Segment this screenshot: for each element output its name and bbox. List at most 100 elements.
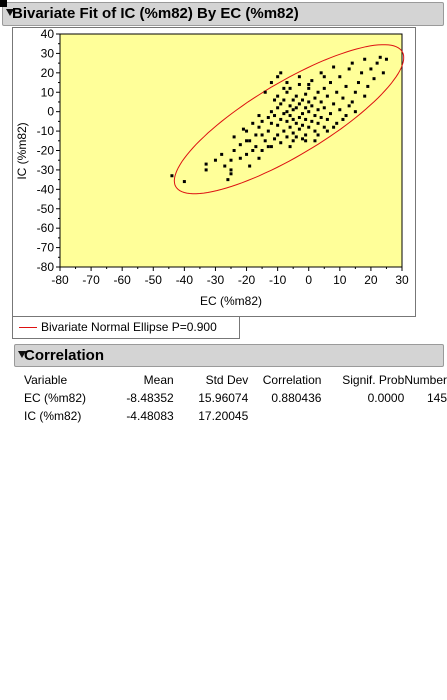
data-point bbox=[381, 71, 385, 75]
cell-correlation: 0.880436 bbox=[271, 391, 322, 405]
data-point bbox=[307, 110, 311, 114]
data-point bbox=[341, 96, 345, 100]
data-point bbox=[276, 75, 280, 79]
cell-number bbox=[404, 407, 447, 425]
data-point bbox=[363, 57, 367, 61]
data-point bbox=[313, 129, 317, 133]
data-point bbox=[294, 121, 298, 125]
y-tick-label: 30 bbox=[41, 46, 55, 60]
legend-label[interactable]: Bivariate Normal Ellipse P=0.900 bbox=[41, 320, 217, 334]
data-point bbox=[301, 123, 305, 127]
cell-signif-prob bbox=[321, 407, 404, 425]
data-point bbox=[288, 86, 292, 90]
data-point bbox=[285, 119, 289, 123]
data-point bbox=[220, 152, 224, 156]
data-point bbox=[319, 100, 323, 104]
data-point bbox=[291, 131, 295, 135]
data-point bbox=[301, 112, 305, 116]
data-point bbox=[325, 94, 329, 98]
x-tick-label: -80 bbox=[51, 273, 69, 287]
data-point bbox=[325, 117, 329, 121]
data-point bbox=[378, 55, 382, 59]
data-point bbox=[241, 127, 245, 131]
y-tick-label: -80 bbox=[37, 260, 55, 274]
col-mean: Mean bbox=[143, 373, 174, 387]
data-point bbox=[384, 57, 388, 61]
plot-area[interactable] bbox=[59, 33, 403, 268]
data-point bbox=[266, 115, 270, 119]
data-point bbox=[347, 104, 351, 108]
data-point bbox=[338, 108, 342, 112]
point-label: IL4-4 bbox=[0, 0, 28, 3]
correlation-table: Variable Mean Std Dev Correlation Signif… bbox=[24, 371, 447, 425]
y-tick-label: 10 bbox=[41, 85, 55, 99]
data-point bbox=[344, 114, 348, 118]
data-point bbox=[347, 67, 351, 71]
disclosure-triangle-icon[interactable] bbox=[18, 351, 26, 358]
data-point bbox=[276, 123, 280, 127]
data-point bbox=[232, 135, 236, 139]
data-point bbox=[332, 102, 336, 106]
correlation-header[interactable]: Correlation bbox=[14, 344, 444, 367]
y-tick-label: -10 bbox=[37, 124, 55, 138]
point-label: IL12-2 bbox=[0, 0, 34, 3]
data-point bbox=[282, 86, 286, 90]
data-point bbox=[369, 67, 373, 71]
data-point bbox=[307, 100, 311, 104]
data-point bbox=[294, 94, 298, 98]
data-point bbox=[310, 79, 314, 83]
data-point bbox=[322, 106, 326, 110]
data-point bbox=[276, 106, 280, 110]
data-point bbox=[282, 129, 286, 133]
bivariate-ellipse bbox=[173, 44, 405, 195]
data-point bbox=[263, 139, 267, 143]
data-point bbox=[285, 135, 289, 139]
data-point bbox=[350, 61, 354, 65]
data-point bbox=[375, 61, 379, 65]
labeled-data-point bbox=[0, 0, 3, 3]
data-point bbox=[226, 178, 230, 182]
disclosure-triangle-icon[interactable] bbox=[6, 9, 14, 16]
data-point bbox=[288, 114, 292, 118]
data-point bbox=[269, 110, 273, 114]
y-tick-label: 40 bbox=[41, 27, 55, 41]
point-label: ILH6-3 bbox=[0, 0, 36, 3]
col-number: Number bbox=[404, 373, 447, 387]
data-point bbox=[328, 81, 332, 85]
data-point bbox=[182, 180, 186, 184]
data-point bbox=[344, 84, 348, 88]
data-point bbox=[229, 168, 233, 172]
bivariate-fit-header[interactable]: Bivariate Fit of IC (%m82) By EC (%m82) bbox=[2, 2, 444, 26]
data-point bbox=[297, 102, 301, 106]
data-point bbox=[269, 145, 273, 149]
data-point bbox=[223, 164, 227, 168]
cell-variable: EC (%m82) bbox=[24, 391, 87, 405]
data-point bbox=[307, 125, 311, 129]
data-point bbox=[316, 90, 320, 94]
data-point bbox=[248, 164, 252, 168]
data-point bbox=[360, 71, 364, 75]
data-point bbox=[363, 94, 367, 98]
table-header-row: Variable Mean Std Dev Correlation Signif… bbox=[24, 371, 447, 389]
x-tick-label: -70 bbox=[82, 273, 100, 287]
data-point bbox=[288, 104, 292, 108]
data-point bbox=[332, 65, 336, 69]
data-point bbox=[316, 133, 320, 137]
data-point bbox=[353, 90, 357, 94]
data-point bbox=[307, 82, 311, 86]
data-point bbox=[260, 149, 264, 152]
data-point bbox=[294, 135, 298, 139]
y-tick-label: -60 bbox=[37, 221, 55, 235]
table-row: EC (%m82) -8.48352 15.96074 0.880436 0.0… bbox=[24, 389, 447, 407]
col-correlation: Correlation bbox=[262, 373, 322, 387]
cell-signif-prob: 0.0000 bbox=[367, 391, 405, 405]
data-point bbox=[245, 139, 249, 143]
data-point bbox=[266, 145, 270, 149]
ellipse-layer bbox=[173, 44, 405, 195]
data-point bbox=[313, 139, 317, 143]
y-tick-label: -40 bbox=[37, 182, 55, 196]
data-point bbox=[204, 168, 208, 172]
data-point bbox=[297, 115, 301, 119]
data-point bbox=[279, 117, 283, 121]
data-point bbox=[285, 90, 289, 94]
